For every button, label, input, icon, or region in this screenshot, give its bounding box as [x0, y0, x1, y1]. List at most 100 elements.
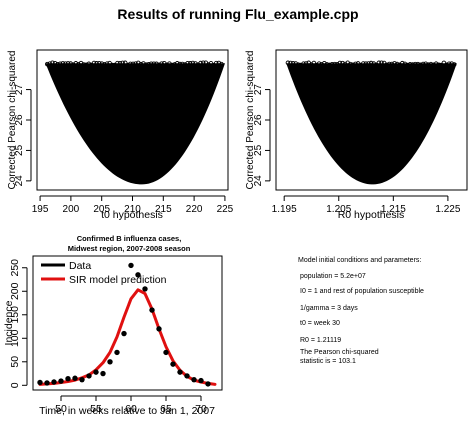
data-point: [72, 375, 78, 381]
r0-x-axis-label: R0 hypothesis: [338, 209, 405, 221]
t0-x-tick-label: 220: [186, 204, 203, 215]
data-point: [79, 376, 85, 383]
r0-point: [376, 60, 382, 66]
t0-y-tick-label: 25: [14, 144, 25, 156]
t0-point: [120, 60, 125, 66]
r0-point: [452, 62, 457, 67]
incidence-marks: [37, 262, 217, 387]
data-point: [163, 349, 169, 356]
t0-point: [73, 61, 79, 66]
r0-point: [361, 61, 366, 66]
param-gamma: 1/gamma = 3 days: [300, 305, 358, 312]
incidence-y-tick-label: 200: [9, 282, 21, 300]
t0-x-tick-label: 200: [63, 204, 80, 215]
t0-point: [185, 60, 190, 66]
data-point: [184, 373, 190, 379]
param-r0: R0 = 1.21119: [300, 337, 342, 344]
incidence-legend: Data SIR model prediction: [41, 260, 167, 286]
t0-point: [44, 61, 50, 67]
data-point: [135, 272, 141, 278]
r0-point: [363, 61, 369, 66]
r0-point: [327, 62, 332, 68]
data-point: [198, 377, 204, 384]
r0-point: [400, 60, 405, 66]
r0-x-tick-label: 1.215: [381, 204, 406, 215]
t0-point: [177, 61, 183, 67]
t0-point: [216, 60, 222, 66]
t0-point: [109, 62, 115, 68]
t0-point: [65, 61, 71, 66]
incidence-y-tick-label: 0: [9, 382, 21, 388]
r0-point: [420, 61, 426, 67]
r0-point: [418, 62, 423, 67]
t0-point: [104, 61, 110, 66]
t0-point: [57, 61, 63, 67]
r0-point: [439, 62, 444, 68]
t0-x-tick-label: 210: [124, 204, 141, 215]
data-point: [170, 361, 176, 367]
r0-point: [436, 62, 441, 68]
r0-scan-plot: 1.195 1.205 1.215 1.225 24 25 26 27 R0 hypothes…: [245, 49, 468, 221]
incidence-x-tick-label: 50: [55, 403, 67, 415]
r0-x-tick-label: 1.205: [326, 204, 351, 215]
data-point: [58, 378, 64, 384]
t0-point: [81, 62, 86, 67]
t0-point: [148, 61, 154, 66]
data-point: [121, 330, 127, 337]
params-heading: Model initial conditions and parameters:: [298, 257, 422, 264]
data-point: [191, 376, 197, 383]
r0-point: [290, 60, 296, 66]
data-point: [51, 379, 57, 385]
r0-point: [368, 60, 374, 66]
t0-y-tick-label: 24: [14, 175, 25, 187]
t0-point: [50, 60, 55, 66]
r0-point: [353, 61, 358, 67]
r0-point: [402, 61, 408, 67]
t0-point: [94, 61, 99, 66]
t0-scatter: [44, 60, 226, 185]
t0-point: [55, 61, 60, 67]
t0-y-tick-label: 27: [14, 84, 25, 96]
t0-y-axis-label: Corrected Pearson chi-squared: [7, 51, 18, 190]
incidence-x-axis-label: Time, in weeks relative to Jan 1, 2007: [39, 405, 215, 417]
incidence-plot: Confirmed B influenza cases, Midwest reg…: [3, 234, 223, 417]
t0-point: [122, 60, 128, 66]
r0-point-cloud: [286, 63, 457, 185]
r0-point: [348, 61, 353, 67]
t0-point: [52, 60, 58, 66]
t0-point: [193, 61, 198, 66]
t0-point: [164, 62, 170, 68]
t0-point: [219, 61, 224, 67]
r0-point: [340, 60, 345, 66]
r0-scatter: [285, 60, 457, 185]
param-pearson-line-2: statistic is = 103.1: [300, 358, 356, 365]
t0-point: [156, 62, 162, 68]
r0-point: [423, 61, 428, 66]
incidence-plot-frame: [32, 255, 223, 391]
r0-point: [394, 61, 400, 67]
data-point: [128, 262, 134, 269]
t0-point: [68, 61, 73, 66]
data-point: [177, 369, 183, 375]
r0-point: [332, 61, 337, 67]
t0-point: [99, 61, 105, 66]
legend-data-label: Data: [69, 260, 91, 272]
t0-point: [200, 60, 206, 65]
r0-x-tick-label: 1.225: [435, 204, 460, 215]
r0-point: [301, 61, 306, 66]
data-point: [156, 326, 162, 332]
r0-point: [366, 61, 371, 66]
t0-x-tick-label: 205: [93, 204, 110, 215]
r0-y-tick-label: 27: [253, 84, 264, 96]
r0-point: [389, 61, 395, 67]
r0-point: [316, 61, 322, 66]
incidence-x-tick-label: 55: [90, 403, 102, 415]
t0-point: [172, 62, 177, 67]
t0-x-tick-label: 225: [217, 204, 234, 215]
incidence-y-tick-label: 100: [9, 329, 21, 347]
param-population: population = 5.2e+07: [300, 273, 366, 280]
data-point: [107, 359, 113, 365]
incidence-x-tick-label: 70: [195, 403, 207, 415]
t0-plot-frame: [36, 49, 229, 191]
